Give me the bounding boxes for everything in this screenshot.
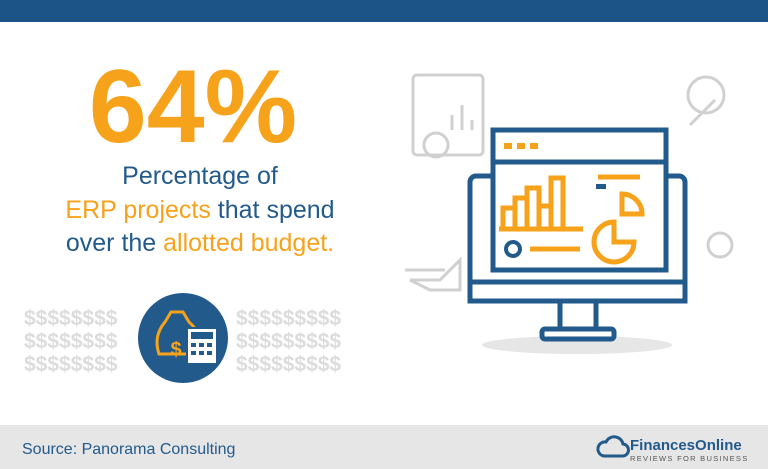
background-icons [405,73,734,292]
footer-bar [0,425,768,469]
dollar-row: $$$$$$$$ [24,330,118,353]
caption-text: over the [66,229,163,257]
brand-tagline: REVIEWS FOR BUSINESS [630,454,749,463]
caption-highlight: ERP projects [65,196,210,224]
source: Source: Panorama Consulting [22,441,235,458]
caption-text: that spend [211,196,335,224]
caption-line: Percentage of [122,162,278,190]
dollar-row: $$$$$$$$$ [236,330,341,353]
dollar-row: $$$$$$$$$ [236,307,341,330]
top-bar [0,0,768,22]
caption-line: over the allotted budget. [66,229,334,257]
dollar-pattern: $$$$$$$$ $$$$$$$$ $$$$$$$$ $$$$$$$$$ $$$… [24,307,341,376]
headline: 64% [89,49,297,165]
svg-text:$: $ [170,339,181,361]
money-icon: $ [138,293,228,383]
dollar-row: $$$$$$$$$ [236,353,341,376]
dollar-row: $$$$$$$$ [24,307,118,330]
brand-name: FinancesOnline [630,437,742,454]
caption-line: ERP projects that spend [65,196,334,224]
dollar-row: $$$$$$$$ [24,353,118,376]
monitor-illustration [467,127,688,354]
brand-logo: FinancesOnline REVIEWS FOR BUSINESS [596,435,749,463]
caption-highlight: allotted budget. [163,229,334,257]
